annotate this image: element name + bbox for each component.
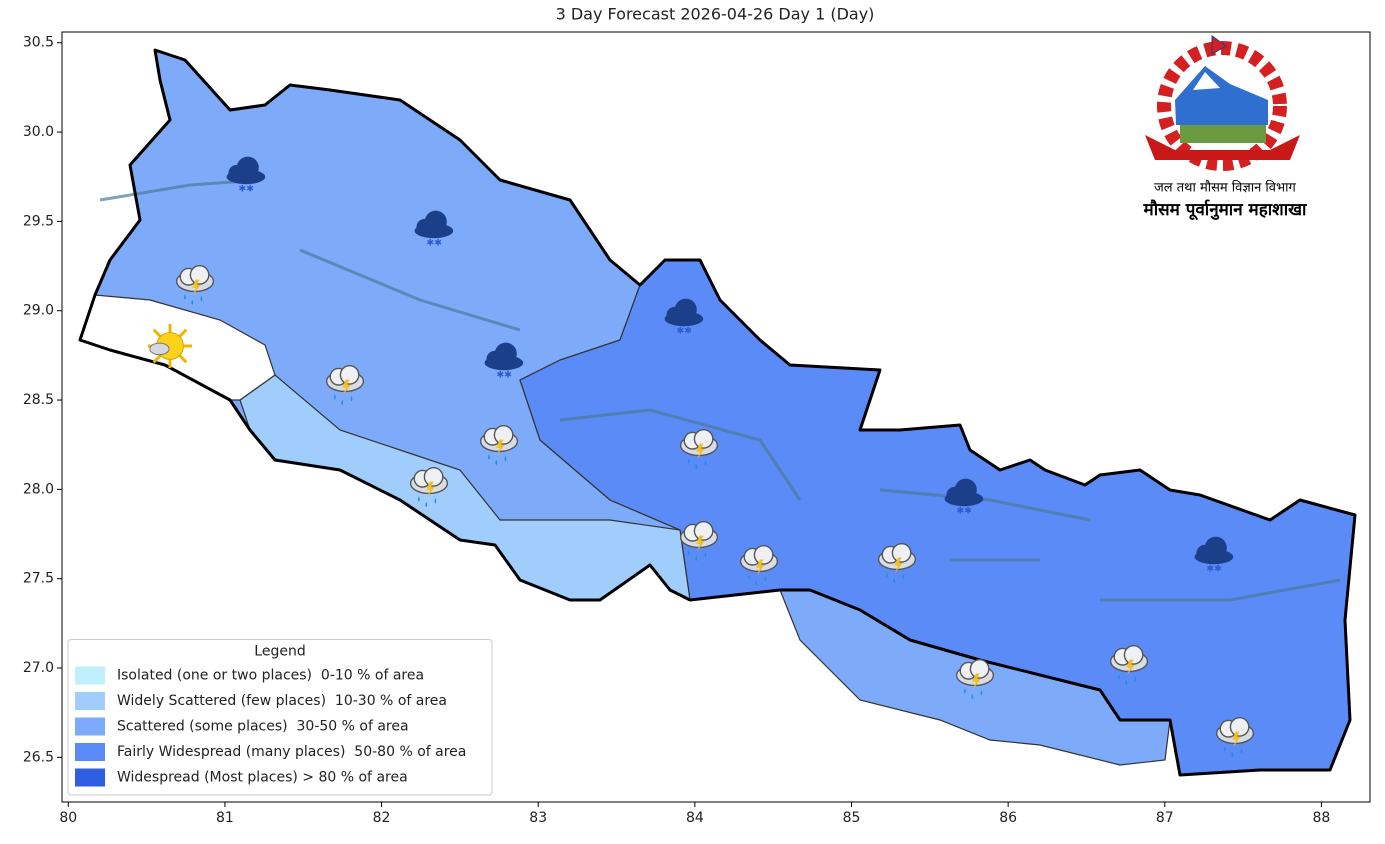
legend-swatch xyxy=(75,717,105,736)
y-tick-label: 29.0 xyxy=(23,303,54,319)
chart-title: 3 Day Forecast 2026-04-26 Day 1 (Day) xyxy=(556,5,875,24)
x-tick-label: 82 xyxy=(373,810,391,826)
x-tick-label: 85 xyxy=(843,810,861,826)
logo-text: मौसम पूर्वानुमान महाशाखा xyxy=(1143,199,1307,221)
y-tick-label: 29.5 xyxy=(23,213,54,229)
country-border xyxy=(78,48,1357,777)
y-tick-label: 27.0 xyxy=(23,660,54,676)
legend-box xyxy=(67,639,493,796)
x-tick-label: 83 xyxy=(529,810,547,826)
y-tick-label: 28.0 xyxy=(23,481,54,497)
legend-label: Widespread (Most places) > 80 % of area xyxy=(117,770,408,786)
x-tick-label: 80 xyxy=(59,810,77,826)
x-tick-label: 88 xyxy=(1313,810,1331,826)
legend: Legend Isolated (one or two places) 0-10 … xyxy=(67,639,493,796)
x-tick-label: 84 xyxy=(686,810,704,826)
legend-swatch xyxy=(75,666,105,685)
emblem xyxy=(1145,35,1300,171)
legend-swatch xyxy=(75,743,105,761)
y-tick-label: 26.5 xyxy=(23,749,54,765)
legend-label: Scattered (some places) 30-50 % of area xyxy=(117,719,409,735)
legend-label: Isolated (one or two places) 0-10 % of a… xyxy=(117,668,424,684)
legend-label: Fairly Widespread (many places) 50-80 % … xyxy=(117,744,466,760)
logo-text: जल तथा मौसम विज्ञान विभाग xyxy=(1154,180,1296,196)
legend-swatch xyxy=(75,692,105,710)
x-tick-label: 86 xyxy=(999,810,1017,826)
y-tick-label: 27.5 xyxy=(23,571,54,587)
y-tick-label: 30.5 xyxy=(23,35,54,51)
y-tick-label: 28.5 xyxy=(23,392,54,408)
y-tick-label: 30.0 xyxy=(23,124,54,140)
x-tick-label: 81 xyxy=(216,810,234,826)
x-tick-label: 87 xyxy=(1156,810,1174,826)
province-border xyxy=(99,178,1341,602)
legend-swatch xyxy=(75,768,105,787)
legend-title: Legend xyxy=(254,644,305,660)
legend-label: Widely Scattered (few places) 10-30 % of… xyxy=(117,693,447,709)
